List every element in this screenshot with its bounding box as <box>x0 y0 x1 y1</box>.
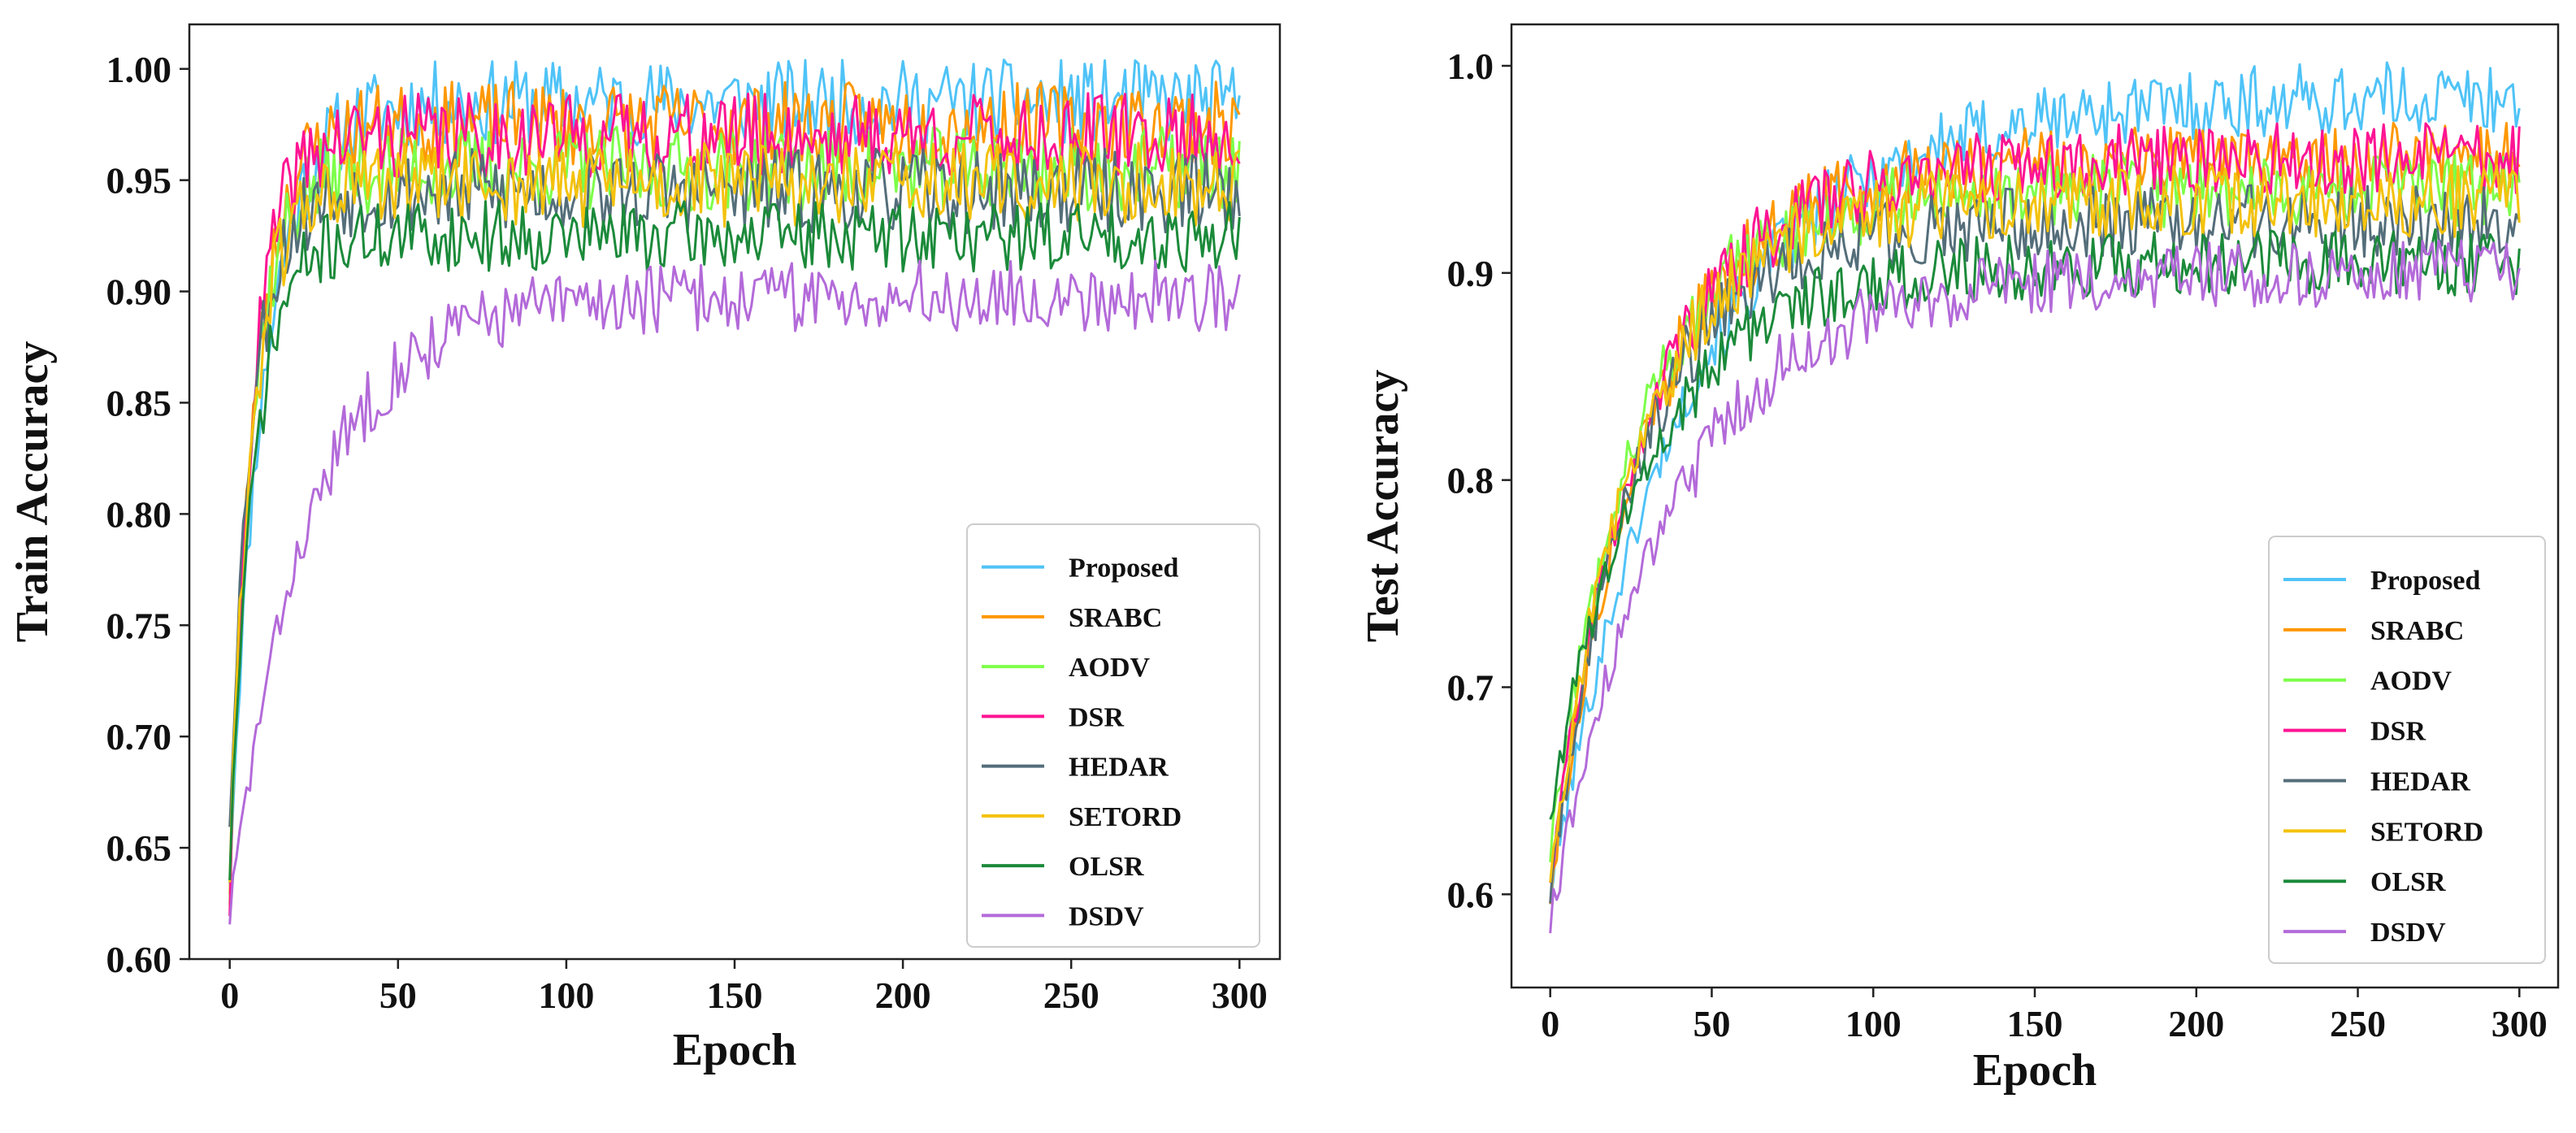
y-tick-label: 0.9 <box>1447 253 1494 294</box>
y-tick-label: 0.85 <box>106 382 172 423</box>
x-tick-label: 200 <box>875 975 931 1016</box>
x-tick-label: 250 <box>1043 975 1099 1016</box>
x-tick-label: 100 <box>1845 1003 1902 1044</box>
series-line-hedar <box>228 147 1241 827</box>
series-line-proposed <box>228 59 1241 883</box>
legend-box <box>966 523 1260 948</box>
y-axis-label: Train Accuracy <box>7 341 58 643</box>
series-line-srabc <box>228 80 1241 895</box>
y-tick-label: 0.65 <box>106 827 172 869</box>
x-tick-label: 0 <box>220 975 239 1016</box>
legend-label-dsdv: DSDV <box>1069 901 1144 931</box>
x-tick-label: 200 <box>2168 1003 2224 1044</box>
y-tick-label: 0.7 <box>1447 666 1494 708</box>
legend: Proposed SRABC AODV DSR HEDAR SETORD OLSR DSDV <box>2268 536 2546 964</box>
legend-box <box>2268 536 2546 964</box>
legend-label-olsr: OLSR <box>2370 867 2446 897</box>
legend-label-srabc: SRABC <box>2370 616 2464 646</box>
series-group <box>228 59 1241 925</box>
series-line-aodv <box>228 125 1241 905</box>
legend-label-dsr: DSR <box>2370 717 2426 747</box>
series-line-olsr <box>1549 228 2521 820</box>
legend-label-setord: SETORD <box>2370 817 2483 847</box>
x-tick-label: 50 <box>1693 1003 1730 1044</box>
y-tick-label: 1.0 <box>1447 46 1494 87</box>
x-tick-label: 300 <box>2491 1003 2548 1044</box>
y-tick-label: 0.70 <box>106 716 172 758</box>
x-axis-label: Epoch <box>1973 1045 2097 1096</box>
y-tick-label: 0.75 <box>106 605 172 646</box>
y-tick-label: 0.6 <box>1447 874 1494 915</box>
legend-label-hedar: HEDAR <box>2370 766 2470 797</box>
series-line-dsdv <box>228 259 1241 925</box>
legend-label-aodv: AODV <box>1069 653 1151 683</box>
y-tick-label: 0.8 <box>1447 460 1494 501</box>
x-axis-label: Epoch <box>673 1025 797 1075</box>
y-axis-label: Test Accuracy <box>1358 370 1408 642</box>
legend-label-setord: SETORD <box>1069 802 1182 832</box>
series-line-proposed <box>1549 61 2521 905</box>
legend-label-proposed: Proposed <box>2370 566 2480 596</box>
legend-label-proposed: Proposed <box>1069 553 1178 584</box>
x-tick-label: 250 <box>2330 1003 2386 1044</box>
series-line-hedar <box>1549 184 2521 904</box>
legend-label-dsdv: DSDV <box>2370 918 2446 948</box>
y-tick-label: 0.80 <box>106 493 172 535</box>
legend-label-srabc: SRABC <box>1069 603 1162 633</box>
legend-label-aodv: AODV <box>2370 666 2452 697</box>
y-tick-label: 0.60 <box>106 939 172 980</box>
x-tick-label: 100 <box>538 975 594 1016</box>
series-line-olsr <box>228 200 1241 880</box>
series-group <box>1549 61 2521 934</box>
x-tick-label: 50 <box>379 975 417 1016</box>
y-tick-label: 1.00 <box>106 49 172 90</box>
legend-label-hedar: HEDAR <box>1069 753 1169 783</box>
chart-2: 0 50 100 150 200 250 300 0.6 0.7 0.8 0.9 1.0 Epoch Te… <box>1358 23 2560 1096</box>
x-tick-label: 150 <box>707 975 763 1016</box>
legend-label-olsr: OLSR <box>1069 852 1144 882</box>
x-tick-label: 300 <box>1212 975 1268 1016</box>
chart-1: 0 50 100 150 200 250 300 0.60 0.65 0.70 0.75 0.80 0.… <box>7 23 1281 1075</box>
legend-label-dsr: DSR <box>1069 702 1124 732</box>
y-tick-label: 0.95 <box>106 160 172 202</box>
x-tick-label: 150 <box>2007 1003 2063 1044</box>
x-tick-label: 0 <box>1541 1003 1559 1044</box>
series-line-dsdv <box>1549 239 2521 934</box>
legend: Proposed SRABC AODV DSR HEDAR SETORD OLSR DSDV <box>966 523 1260 948</box>
y-tick-label: 0.90 <box>106 271 172 313</box>
series-line-setord <box>228 141 1241 883</box>
series-line-setord <box>1549 163 2521 883</box>
